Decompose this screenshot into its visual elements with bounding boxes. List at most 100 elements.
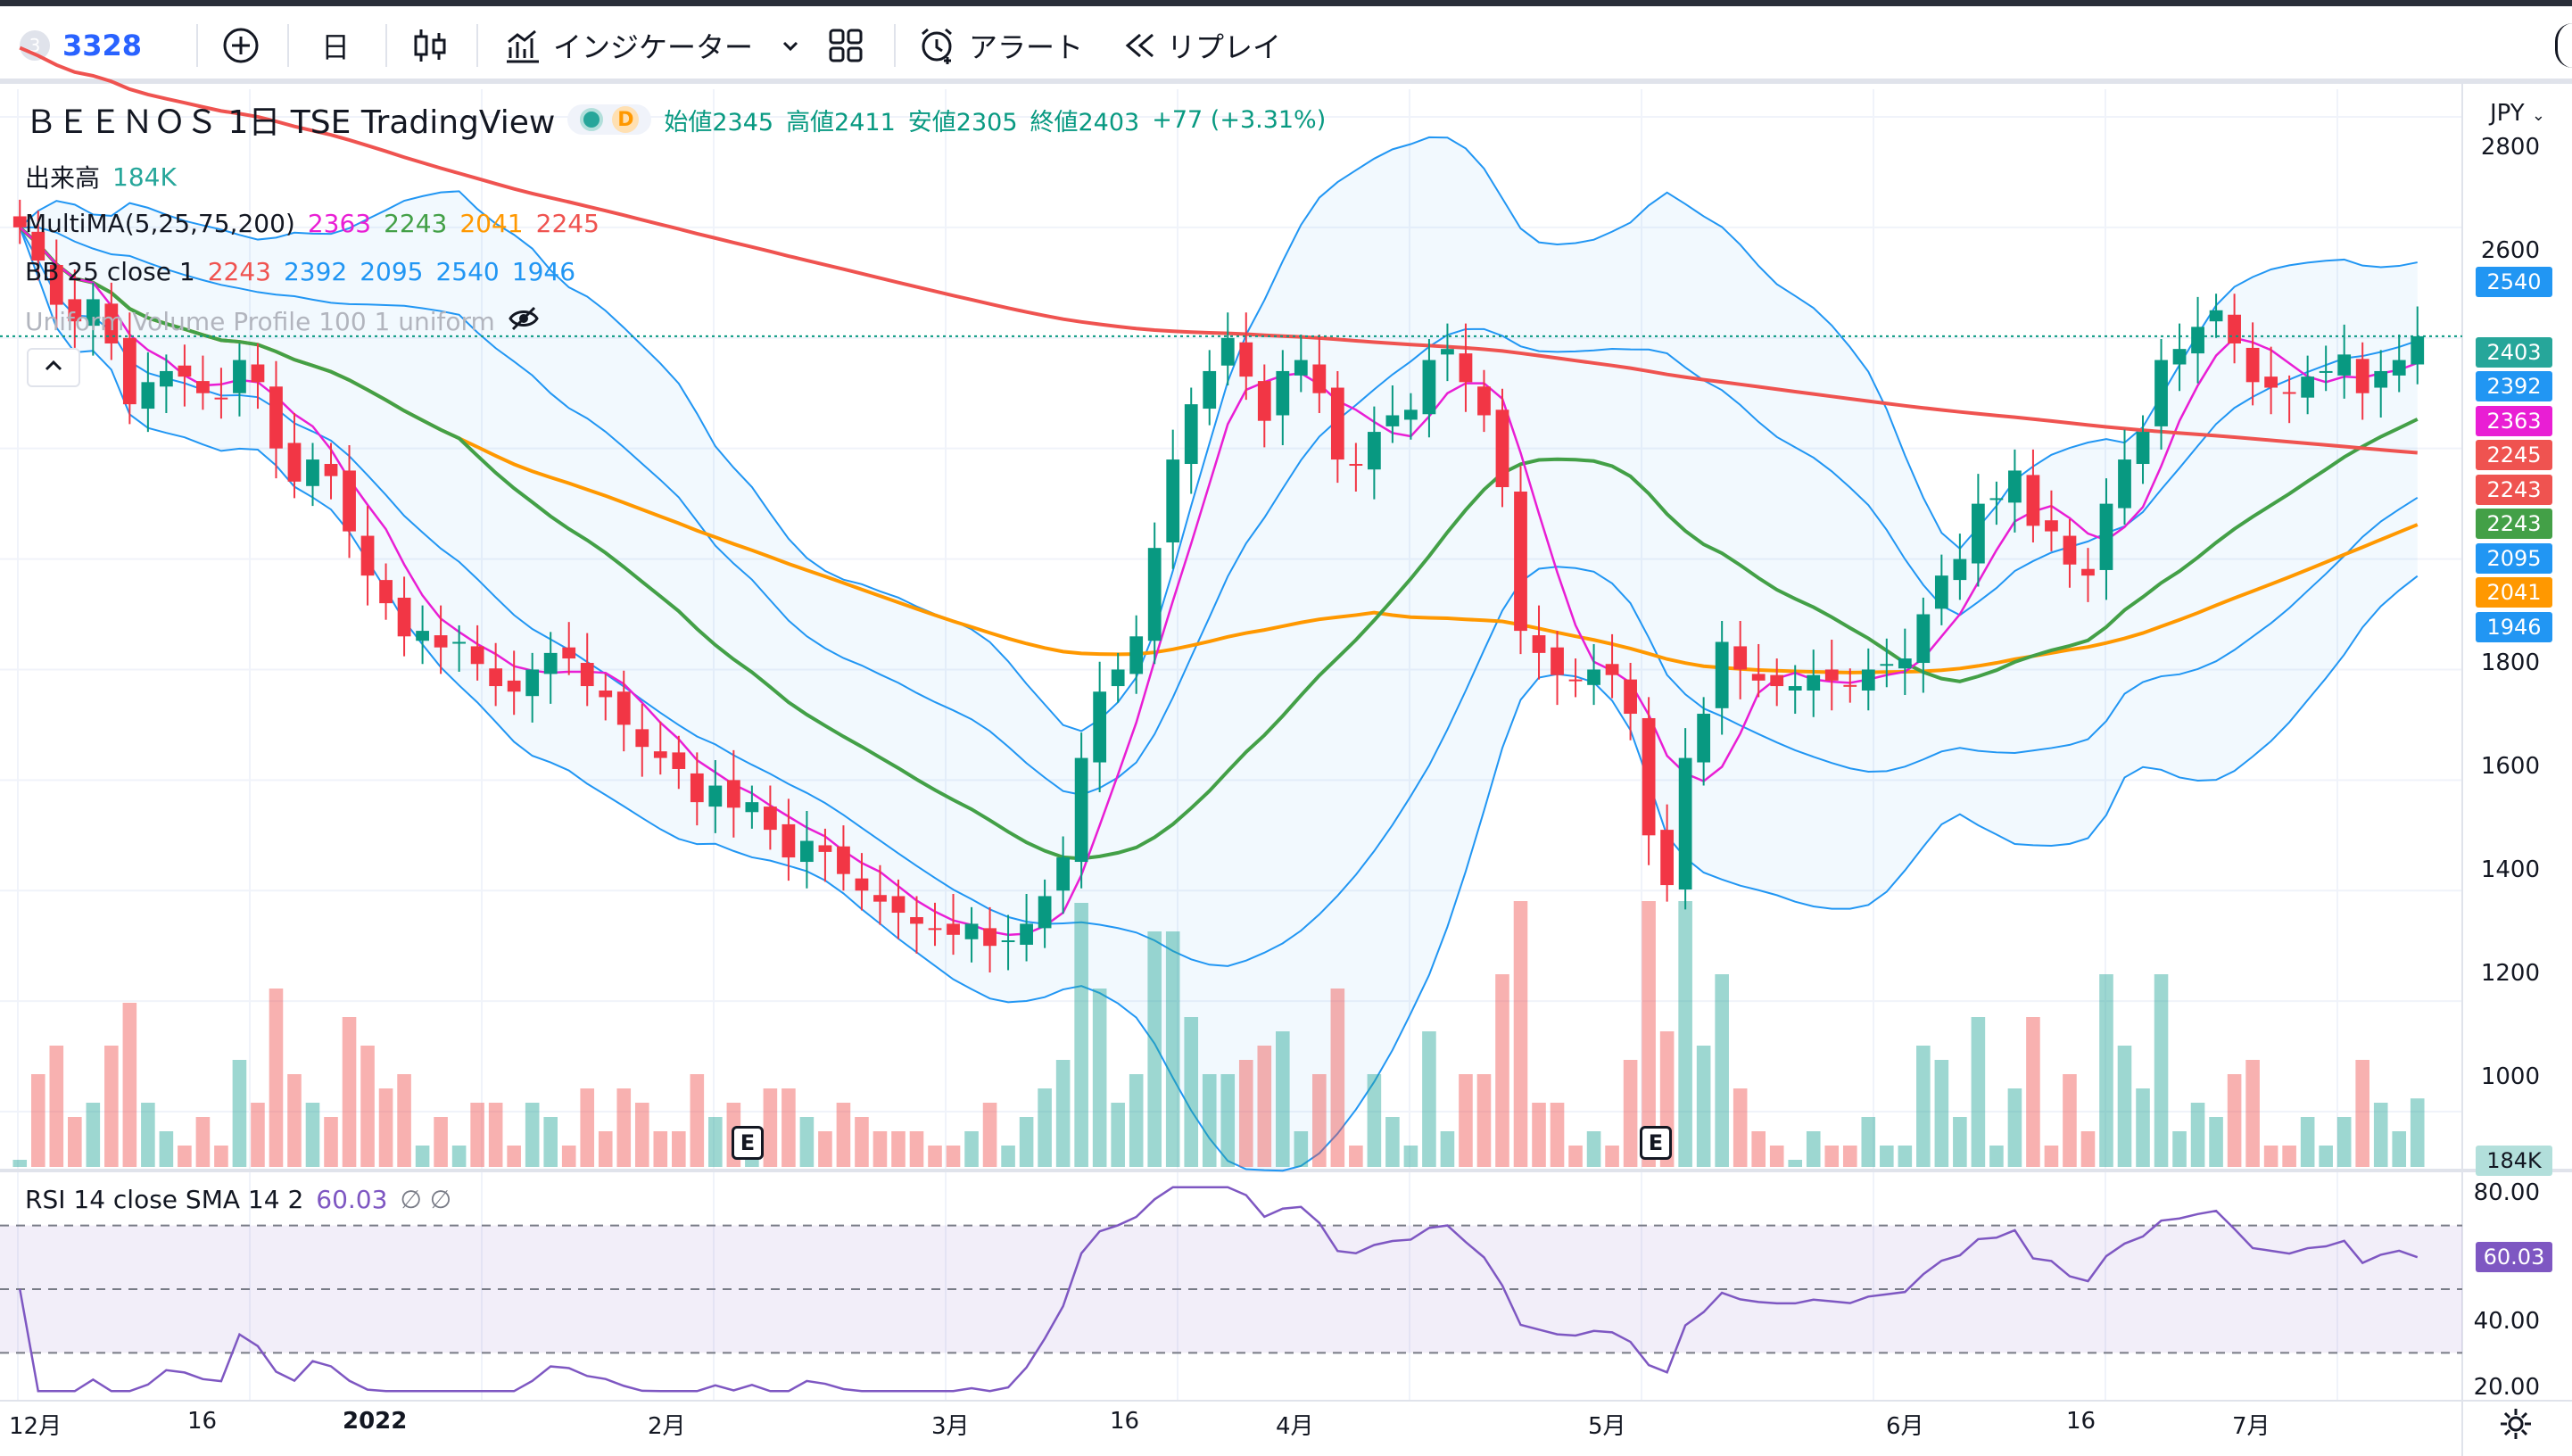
volume-bar — [928, 1146, 942, 1167]
volume-bar — [1842, 1146, 1857, 1167]
volume-bar — [1459, 1074, 1473, 1167]
volume-bar — [122, 1003, 137, 1167]
replay-button[interactable]: リプレイ — [1122, 6, 1281, 84]
top-toolbar: 3 3328 日 インジケーター アラート — [0, 6, 2572, 84]
candle-body — [708, 785, 723, 807]
candle-body — [1111, 669, 1125, 687]
candle-body — [2008, 470, 2022, 503]
date-tick: 2月 — [648, 1413, 686, 1440]
indicators-label: インジケーター — [553, 29, 754, 64]
volume-bar — [251, 1103, 265, 1167]
candle-body — [1788, 686, 1802, 691]
volume-bar — [525, 1103, 540, 1167]
volume-bar — [2080, 1131, 2096, 1167]
volume-bar — [2245, 1060, 2260, 1167]
candle-body — [2191, 327, 2204, 354]
multima-legend[interactable]: MultiMA(5,25,75,200) 2363 2243 2041 2245 — [25, 209, 600, 238]
volume-bar — [964, 1131, 979, 1167]
uvp-legend[interactable]: Uniform Volume Profile 100 1 uniform — [25, 305, 540, 338]
volume-bar — [2282, 1146, 2296, 1167]
date-tick: 16 — [187, 1408, 218, 1435]
candle-body — [800, 840, 814, 863]
hidden-eye-icon[interactable] — [508, 305, 540, 338]
ohlc-open: 始値2345 — [664, 108, 774, 136]
volume-bar — [598, 1131, 613, 1167]
volume-legend[interactable]: 出来高 184K — [25, 159, 177, 194]
alert-button[interactable]: アラート — [917, 6, 1083, 84]
chart-settings-button[interactable] — [2498, 1406, 2534, 1445]
candle-body — [68, 299, 82, 322]
candle-body — [873, 895, 887, 902]
volume-bar — [561, 1146, 576, 1167]
candle-body — [1733, 646, 1748, 670]
volume-bar — [1330, 989, 1345, 1167]
volume-bar — [30, 1074, 45, 1167]
candle-body — [470, 646, 484, 665]
compare-add-button[interactable] — [221, 6, 261, 84]
candle-body — [1385, 415, 1400, 426]
candle-body — [763, 807, 777, 831]
volume-bar — [1751, 1131, 1766, 1167]
candle-body — [86, 299, 100, 327]
candle-body — [1184, 404, 1198, 465]
chevron-down-icon[interactable] — [780, 35, 801, 56]
candle-body — [397, 597, 411, 637]
chart-type-button[interactable] — [412, 6, 448, 84]
candle-body — [416, 631, 429, 641]
layouts-button[interactable] — [828, 6, 864, 84]
bb-basis-value: 2243 — [207, 257, 271, 286]
volume-bar — [49, 1046, 64, 1167]
volume-bar — [1806, 1131, 1821, 1167]
price-tag-bb-upper1: 2392 — [2476, 371, 2552, 401]
volume-bar — [1055, 1060, 1071, 1167]
candle-body — [2301, 376, 2315, 398]
candle-body — [1038, 896, 1052, 929]
volume-bar — [342, 1017, 357, 1167]
candle-body — [1880, 664, 1894, 666]
price-tick: 2800 — [2480, 134, 2540, 161]
volume-bar — [1202, 1074, 1217, 1167]
candle-body — [104, 303, 119, 343]
volume-bar — [1898, 1146, 1913, 1167]
indicators-button[interactable]: インジケーター — [503, 6, 801, 84]
rsi-value: 60.03 — [316, 1185, 388, 1214]
volume-bar — [1953, 1117, 1967, 1167]
candle-body — [1751, 674, 1766, 681]
volume-bar — [1788, 1160, 1803, 1167]
volume-bar — [214, 1146, 228, 1167]
ohlc-change: +77 (+3.31%) — [1152, 105, 1327, 134]
volume-bar — [232, 1060, 247, 1167]
volume-bar — [690, 1074, 705, 1167]
volume-bar — [1129, 1074, 1144, 1167]
volume-bar — [1184, 1017, 1199, 1167]
volume-label: 出来高 — [25, 163, 101, 193]
price-tag-ma200: 2245 — [2476, 440, 2552, 470]
volume-bar — [2355, 1060, 2369, 1167]
earnings-event-marker[interactable]: E — [732, 1126, 764, 1160]
chart-title: ＢＥＥＮＯＳ 1日 TSE TradingView — [25, 104, 556, 141]
rsi-legend[interactable]: RSI 14 close SMA 14 2 60.03 ∅ ∅ — [25, 1185, 451, 1214]
candle-body — [2355, 359, 2369, 393]
bb-legend[interactable]: BB 25 close 1 2243 2392 2095 2540 1946 — [25, 257, 575, 286]
date-tick: 12月 — [9, 1413, 62, 1440]
candle-body — [690, 773, 704, 803]
candle-body — [891, 896, 906, 914]
price-tick: 1400 — [2480, 856, 2540, 883]
currency-selector[interactable]: JPY ⌄ — [2490, 100, 2545, 127]
volume-bar — [141, 1103, 155, 1167]
candle-body — [2319, 370, 2333, 373]
ohlc-high: 高値2411 — [786, 108, 896, 136]
candle-body — [1514, 491, 1527, 632]
bb-upper1-line — [20, 226, 2419, 796]
volume-bar — [2300, 1117, 2315, 1167]
candle-body — [306, 459, 319, 486]
collapse-legend-button[interactable] — [27, 348, 80, 387]
earnings-event-marker[interactable]: E — [1640, 1126, 1672, 1160]
volume-bar — [1824, 1146, 1840, 1167]
date-tick: 5月 — [1588, 1413, 1626, 1440]
interval-button[interactable]: 日 — [321, 6, 350, 84]
volume-bar — [836, 1103, 851, 1167]
volume-bar — [982, 1103, 997, 1167]
volume-bar — [1989, 1146, 2004, 1167]
